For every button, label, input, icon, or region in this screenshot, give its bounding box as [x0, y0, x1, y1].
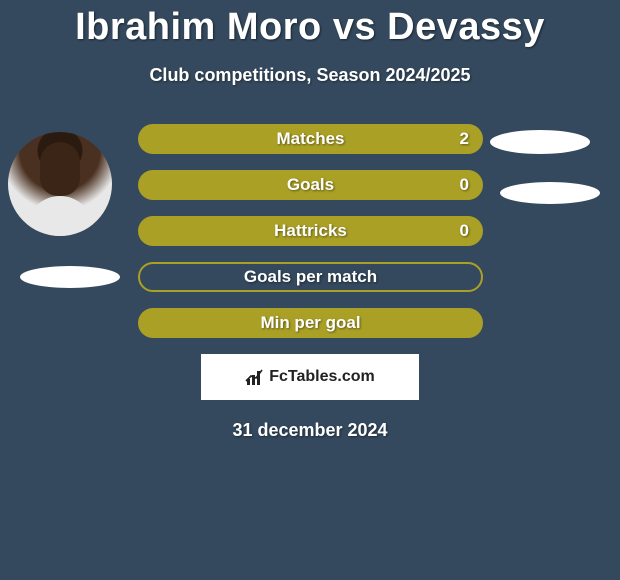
- bar-chart-icon: [245, 367, 265, 387]
- player-left-avatar: [8, 132, 112, 236]
- stat-bar-goals-per-match: Goals per match: [138, 262, 483, 292]
- page-title: Ibrahim Moro vs Devassy: [0, 0, 620, 49]
- player-right-name-oval: [500, 182, 600, 204]
- stat-label: Min per goal: [260, 313, 360, 333]
- stat-bar-matches: Matches 2: [138, 124, 483, 154]
- stat-bar-hattricks: Hattricks 0: [138, 216, 483, 246]
- comparison-panel: Matches 2 Goals 0 Hattricks 0 Goals per …: [0, 124, 620, 441]
- stat-value: 0: [460, 175, 469, 195]
- stat-bar-min-per-goal: Min per goal: [138, 308, 483, 338]
- stat-label: Goals: [287, 175, 334, 195]
- stat-label: Goals per match: [244, 267, 377, 287]
- stat-label: Matches: [276, 129, 344, 149]
- source-logo-text: FcTables.com: [269, 368, 375, 386]
- stat-value: 2: [460, 129, 469, 149]
- page-subtitle: Club competitions, Season 2024/2025: [0, 65, 620, 86]
- stat-bars: Matches 2 Goals 0 Hattricks 0 Goals per …: [138, 124, 483, 338]
- stat-value: 0: [460, 221, 469, 241]
- player-right-avatar-oval: [490, 130, 590, 154]
- snapshot-date: 31 december 2024: [0, 420, 620, 441]
- stat-label: Hattricks: [274, 221, 347, 241]
- source-logo: FcTables.com: [201, 354, 419, 400]
- player-left-name-oval: [20, 266, 120, 288]
- stat-bar-goals: Goals 0: [138, 170, 483, 200]
